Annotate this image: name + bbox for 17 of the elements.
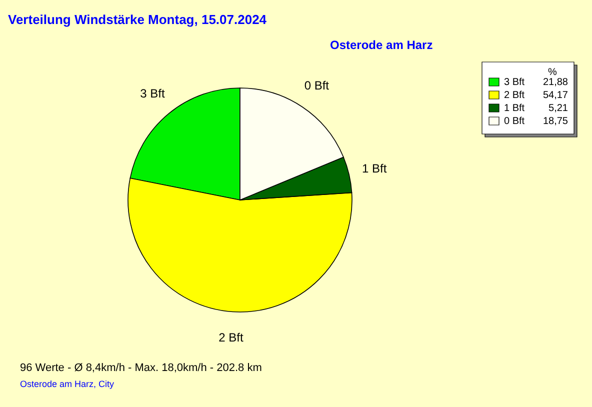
- data-label: 18,75: [542, 116, 568, 127]
- slice-label: 0 Bft: [304, 78, 330, 92]
- data-label: 21,88: [542, 77, 568, 88]
- legend-label: 2 Bft: [504, 90, 525, 101]
- legend-label: 1 Bft: [504, 103, 525, 114]
- slice-label: 2 Bft: [218, 330, 244, 345]
- legend-label: 3 Bft: [504, 77, 525, 88]
- slice-label: 3 Bft: [140, 86, 166, 100]
- data-label: 54,17: [542, 90, 568, 101]
- chart-title: Verteilung Windstärke Montag, 15.07.2024: [8, 12, 268, 27]
- chart-subtitle: Osterode am Harz: [330, 38, 433, 52]
- legend-title: %: [548, 67, 557, 78]
- slice-label: 1 Bft: [362, 162, 388, 176]
- text: Osterode am Harz, City: [20, 379, 115, 389]
- data-label: 5,21: [548, 103, 568, 114]
- legend-label: 0 Bft: [504, 116, 525, 127]
- text: 96 Werte - Ø 8,4km/h - Max. 18,0km/h - 202.8 km: [20, 362, 262, 374]
